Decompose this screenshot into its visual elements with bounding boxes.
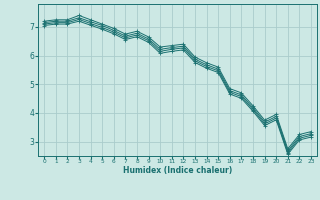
X-axis label: Humidex (Indice chaleur): Humidex (Indice chaleur) — [123, 166, 232, 175]
